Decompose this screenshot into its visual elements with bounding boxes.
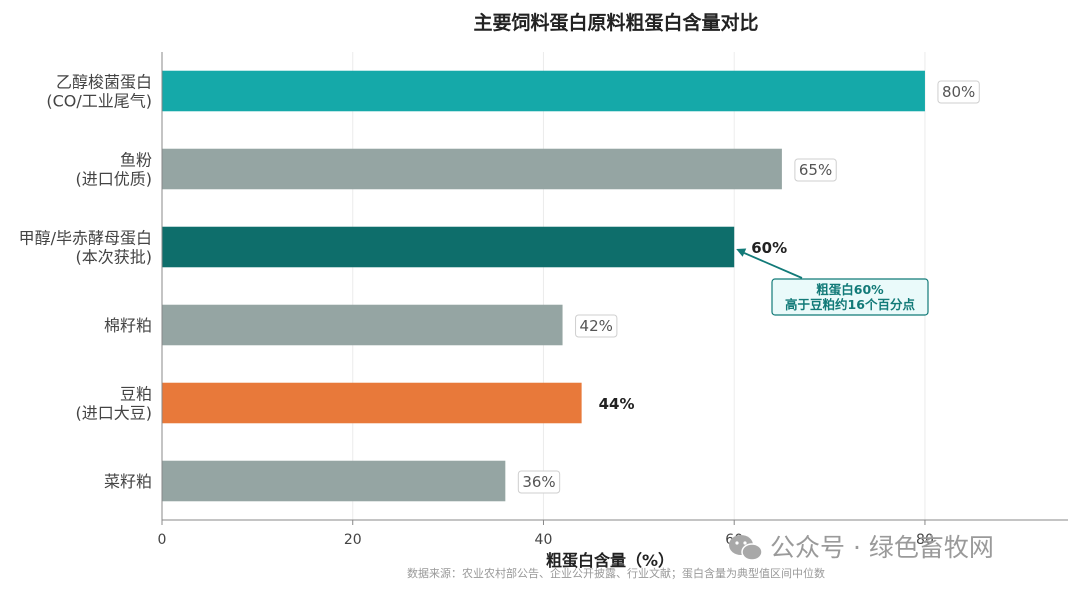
category-label: (进口优质) [76,170,153,189]
x-axis-label: 粗蛋白含量（%） [546,551,674,570]
value-labels: 80% 65% 60% 42% 44% 36% [517,80,980,494]
data-label-box [937,80,980,104]
data-label: 60% [751,239,787,257]
category-label: (CO/工业尾气) [46,92,152,111]
category-label: 鱼粉 [120,151,152,170]
x-tick-label: 80 [916,532,934,548]
annotation: 粗蛋白60%高于豆粕约16个百分点 [736,248,929,316]
bar [162,70,925,112]
annotation-arrow-line [743,252,803,279]
data-label-box [794,158,837,182]
annotation-box [771,278,929,316]
data-label: 44% [599,395,635,413]
category-labels: 乙醇梭菌蛋白(CO/工业尾气) 鱼粉(进口优质) 甲醇/毕赤酵母蛋白(本次获批) 棉籽… [19,73,152,492]
chart-title: 主要饲料蛋白原料粗蛋白含量对比 [473,11,758,34]
category-label: 菜籽粕 [104,472,152,491]
category-label: 乙醇梭菌蛋白 [56,73,152,92]
annotation-text: 高于豆粕约16个百分点 [785,297,915,312]
bar [162,226,735,268]
bar [162,460,506,502]
category-label: (本次获批) [76,248,153,267]
bars [162,70,925,502]
annotation-text: 粗蛋白60% [816,282,884,297]
x-tick-label: 0 [158,532,167,548]
category-label: 棉籽粕 [104,316,152,335]
bar [162,382,582,424]
bar [162,304,563,346]
wechat-icon [729,535,763,561]
data-label: 80% [942,83,975,101]
source-note: 数据来源：农业农村部公告、企业公开披露、行业文献；蛋白含量为典型值区间中位数 [407,566,825,580]
data-label: 65% [799,161,832,179]
category-label: (进口大豆) [76,404,153,423]
annotation-arrowhead [736,248,747,257]
category-label: 豆粕 [120,385,152,404]
axes [161,52,1068,525]
data-label-box [517,470,561,494]
x-tick-label: 40 [535,532,553,548]
data-label-box [575,314,618,338]
data-label: 42% [580,317,613,335]
category-label: 甲醇/毕赤酵母蛋白 [19,229,152,248]
data-label: 36% [522,473,555,491]
x-tick-label: 20 [344,532,362,548]
bar [162,148,782,190]
watermark-text: 公众号 · 绿色畜牧网 [770,533,994,562]
watermark: 公众号 · 绿色畜牧网 [729,533,994,562]
